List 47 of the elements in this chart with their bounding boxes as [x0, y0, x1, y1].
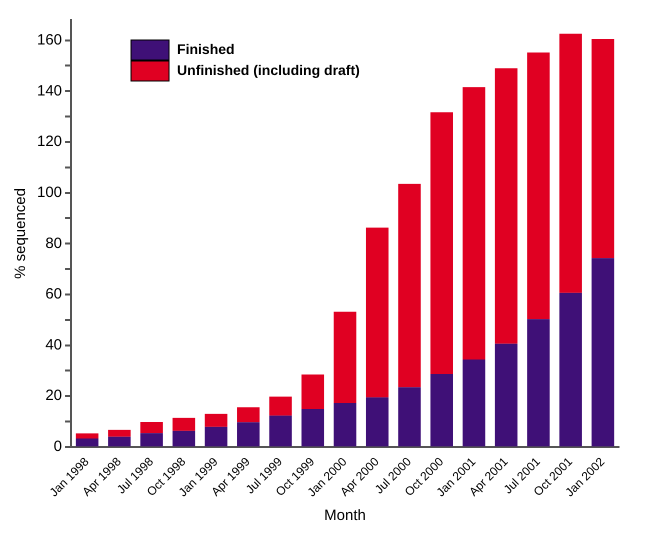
y-tick-label: 80	[45, 234, 62, 252]
legend-label: Unfinished (including draft)	[177, 62, 360, 78]
bar	[559, 292, 582, 446]
y-tick-label: 140	[36, 82, 62, 100]
bar	[269, 396, 292, 416]
bar	[559, 34, 582, 293]
y-tick-label: 60	[45, 286, 62, 303]
bar	[462, 359, 486, 446]
y-tick-label: 100	[36, 184, 62, 201]
bar	[462, 87, 486, 360]
y-tick-label: 160	[36, 31, 62, 48]
bar	[366, 397, 389, 446]
bar	[108, 430, 131, 437]
y-axis-title: % sequenced	[12, 188, 30, 279]
bar	[366, 228, 389, 398]
bar	[527, 52, 550, 320]
bar	[494, 68, 518, 344]
bar	[108, 436, 131, 446]
bar	[494, 344, 518, 446]
bar	[172, 430, 196, 446]
bar	[140, 433, 163, 446]
bar	[592, 258, 614, 446]
bar	[204, 414, 228, 427]
bar	[204, 426, 228, 446]
bar	[237, 407, 260, 422]
x-axis-title: Month	[324, 507, 366, 524]
bar	[592, 39, 614, 258]
bar	[398, 184, 421, 388]
y-tick-label: 0	[54, 438, 62, 456]
bar	[302, 409, 324, 446]
legend-label: Finished	[177, 40, 235, 57]
bar	[334, 402, 356, 446]
y-tick-label: 40	[45, 336, 62, 354]
bar	[398, 387, 421, 446]
bar	[430, 374, 453, 446]
bar	[140, 422, 163, 434]
bar	[76, 438, 98, 446]
bar	[237, 422, 260, 446]
y-tick-label: 20	[45, 387, 62, 404]
bar	[527, 319, 550, 446]
y-tick-label: 120	[36, 133, 62, 150]
bar	[76, 433, 98, 439]
bar	[430, 112, 453, 374]
bar	[269, 416, 292, 446]
bar	[302, 374, 324, 410]
bar	[172, 418, 196, 431]
bar	[334, 312, 356, 403]
